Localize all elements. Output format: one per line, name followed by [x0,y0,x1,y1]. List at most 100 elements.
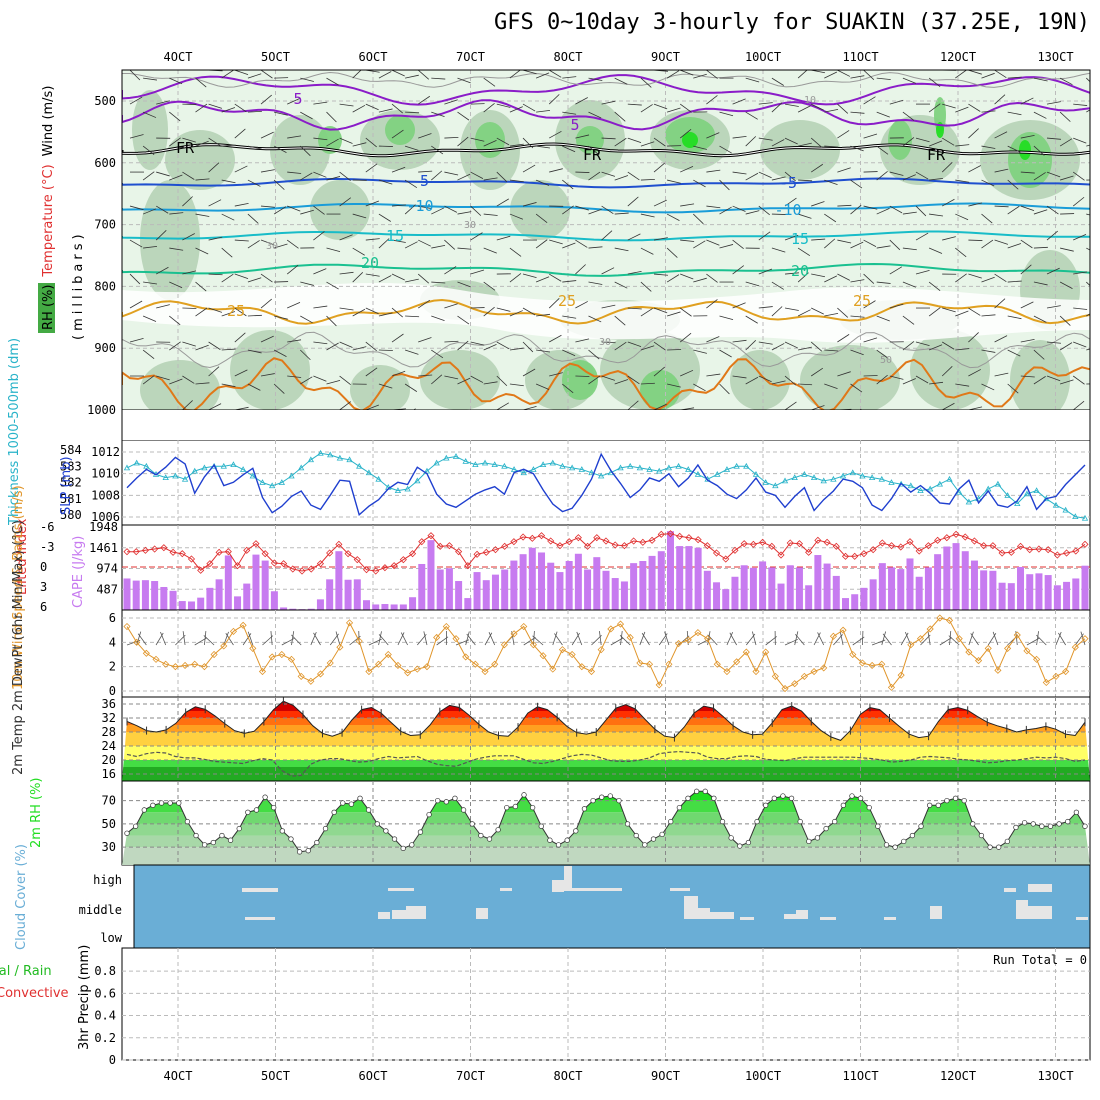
wind-barb [260,239,275,246]
rh-marker [763,802,769,808]
wind-barb [902,211,917,215]
wind-barb [1073,233,1087,241]
wind-marker [471,660,479,668]
thickness-marker [298,464,305,471]
wind-barb [326,315,337,327]
wind-barb [339,103,354,107]
wind-barb [234,332,246,343]
li-marker [740,540,748,548]
rh-marker [642,842,648,848]
wind-barb [465,631,470,646]
wind-barb [666,213,680,221]
wind-barb [811,273,826,278]
wind-barb [758,268,773,275]
wind-frame [121,609,1091,698]
wind-barb [535,276,550,283]
wind-barb [326,380,341,385]
wind-marker [171,663,179,671]
wind-barb [522,341,534,353]
wind-barb [1046,171,1061,178]
wind-barb [182,196,193,207]
wind-barb [431,374,443,385]
li-marker [160,544,168,552]
li-marker [759,538,767,546]
wind-barb [771,77,784,86]
wind-barb [824,145,839,148]
wind-marker [336,643,344,651]
rh-marker [555,842,562,848]
wind-barb [417,299,431,309]
wind-barb [784,375,796,386]
cape-bar [970,560,978,610]
li-marker [510,538,518,546]
wind-barb [182,270,197,275]
li-marker [897,543,905,551]
wind-barb [927,631,931,646]
thickness-marker [530,466,537,472]
wind-barb [601,375,616,381]
wind-barb [536,313,551,317]
rh-marker [607,793,613,799]
wind-barb [247,145,262,150]
wind-marker [229,627,238,635]
wind-barb [601,70,603,71]
wind-barb [902,281,917,288]
li-marker [565,538,573,546]
wind-marker [733,658,741,666]
precip-ylabel: 3hr Precip (mm) [77,945,92,1050]
wind-barb [457,111,470,121]
wind-barb [588,315,602,323]
wind-marker [791,680,799,688]
wind-barb [641,632,650,646]
rh-blob [510,180,570,240]
wind-barb [1073,137,1087,144]
wind-barb [810,137,823,148]
li-marker [169,548,177,556]
temp-tick: 36 [102,697,116,711]
cape-bar [565,561,573,610]
precip-label-total: Total / Rain [0,964,52,979]
wind-barb [784,272,799,275]
wind-barb [143,245,158,249]
cape-bar [178,601,186,610]
contour-5a [122,99,1090,131]
thickness-marker [588,469,595,476]
contour-20 [122,262,1090,277]
wind-marker [191,660,199,668]
wind-barb [994,335,1008,343]
wind-barb [423,631,428,646]
wind-barb [732,239,744,249]
wind-barb [234,103,247,113]
wind-barb [955,213,969,221]
wind-barb [679,128,692,139]
wind-barb [719,145,732,154]
li-marker [187,555,196,563]
wind-barb [431,315,445,321]
wind-barb [575,239,588,248]
li-marker [1072,547,1080,555]
wind-barb [549,130,562,139]
wind-barb [129,70,141,81]
wind-barb [798,179,813,182]
wind-marker [133,638,141,646]
wind-barb [1020,375,1035,378]
temp-line [126,700,1086,741]
wind-barb [680,203,695,207]
rh-marker [633,832,639,839]
rh-marker [227,837,234,843]
wind-marker [974,657,983,665]
wind-barb [548,70,562,78]
wind-barb [270,631,273,646]
temp-tick: 24 [102,739,116,753]
wind-marker [1004,644,1012,652]
cape-bar [703,570,711,610]
thickness-marker [394,487,402,494]
wind-barb [758,102,773,105]
rh-marker [158,800,165,806]
li-marker [501,542,509,550]
li-marker [316,560,325,568]
wind-barb [204,631,207,646]
cloud-block [406,906,426,919]
rh-marker [460,807,467,813]
rh-marker [745,839,752,846]
